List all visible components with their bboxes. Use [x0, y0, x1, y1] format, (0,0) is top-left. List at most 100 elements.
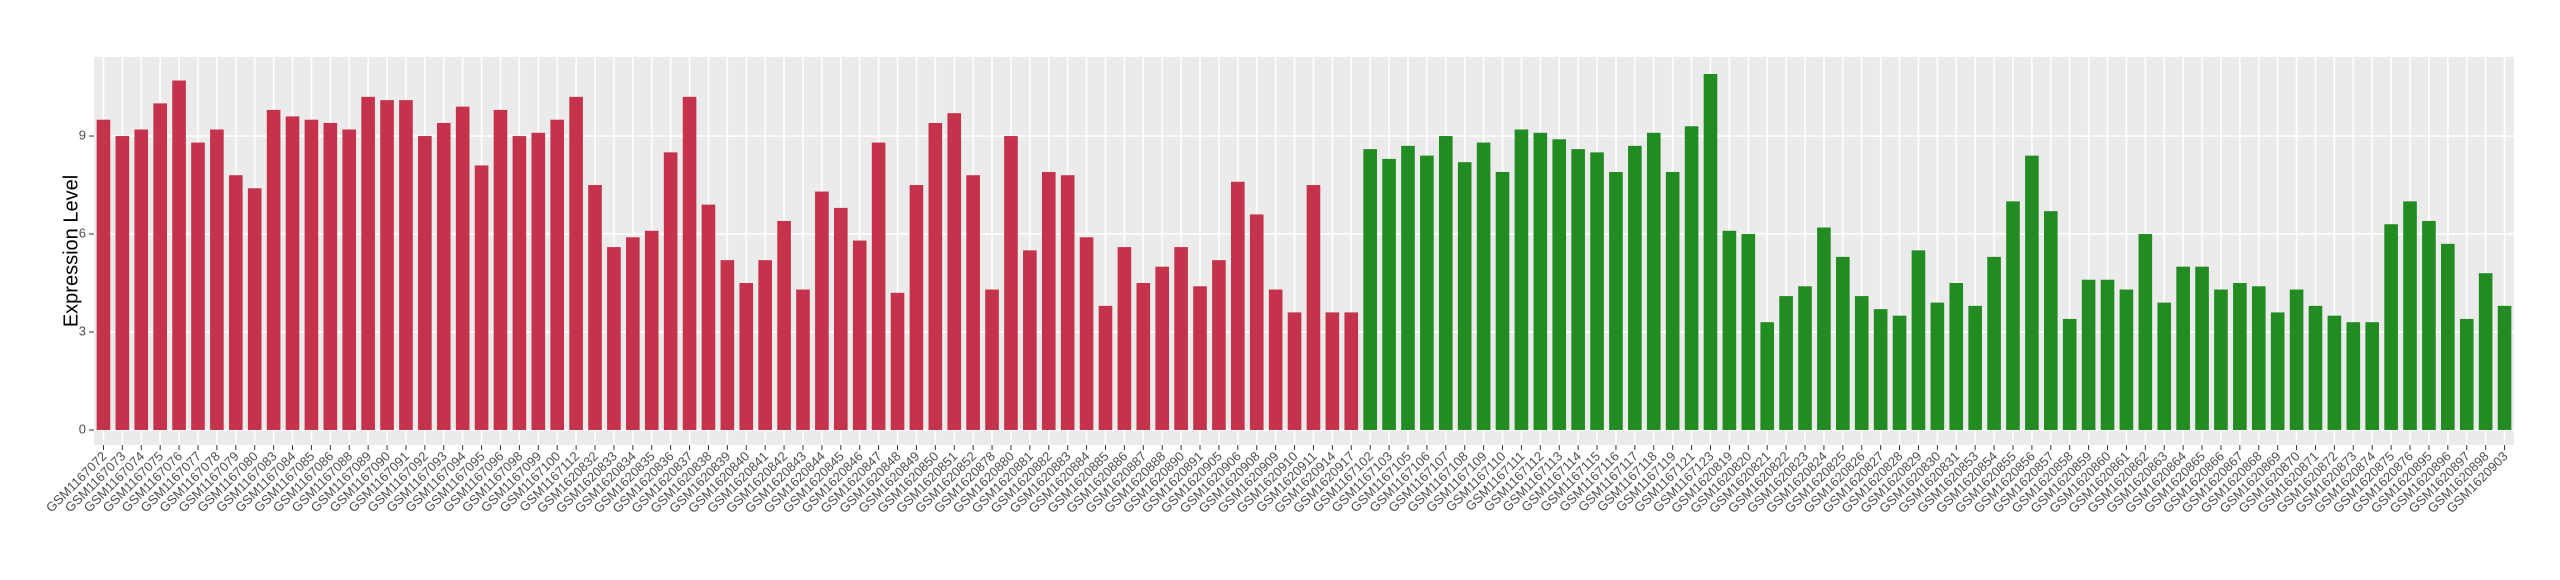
bar	[985, 289, 999, 430]
bar	[210, 129, 224, 430]
bar	[1760, 322, 1775, 430]
bar	[1911, 250, 1926, 430]
bar	[1779, 296, 1793, 430]
bar	[796, 289, 810, 430]
bar	[1174, 247, 1188, 430]
bar	[1741, 234, 1756, 430]
bar	[1552, 139, 1567, 430]
bar	[1155, 266, 1170, 430]
bar	[2119, 289, 2134, 430]
bar	[2025, 155, 2039, 430]
bar	[909, 185, 924, 430]
bar	[380, 100, 394, 430]
bar	[1968, 305, 1982, 430]
bar	[1873, 309, 1888, 430]
bar	[1382, 158, 1396, 430]
bar	[1495, 171, 1510, 430]
bar	[1476, 142, 1491, 430]
bar	[1363, 149, 1377, 430]
bar	[455, 106, 470, 430]
bar	[663, 152, 678, 430]
bar	[1023, 250, 1037, 430]
bar	[815, 191, 829, 430]
bar	[1457, 162, 1472, 430]
bar	[1854, 296, 1869, 430]
y-tick-label: 9	[79, 127, 86, 142]
bar	[1798, 286, 1812, 430]
bar	[833, 207, 848, 430]
bar	[701, 204, 716, 430]
bar	[304, 119, 319, 430]
bar	[1287, 312, 1302, 430]
bar	[436, 122, 451, 430]
bar	[2346, 322, 2361, 430]
bar	[1136, 283, 1151, 430]
bar	[474, 165, 489, 430]
bar	[1401, 145, 1415, 430]
bar	[2100, 279, 2115, 430]
bar	[2176, 266, 2190, 430]
bar	[2081, 279, 2096, 430]
bar	[550, 119, 565, 430]
bar	[323, 122, 338, 430]
bar	[1684, 126, 1699, 430]
bar	[2365, 322, 2380, 430]
bar	[1571, 149, 1585, 430]
bar	[1438, 136, 1453, 430]
bar	[1646, 132, 1661, 430]
bar	[1325, 312, 1340, 430]
bar	[1514, 129, 1529, 430]
bar	[928, 122, 943, 430]
bar	[890, 292, 905, 430]
bar	[96, 119, 111, 430]
bar	[1268, 289, 1283, 430]
bar	[115, 136, 130, 430]
bar	[2289, 289, 2304, 430]
bar	[758, 260, 772, 430]
bar	[2138, 234, 2153, 430]
bar	[1987, 256, 2001, 430]
bar	[2478, 273, 2493, 430]
bar	[1628, 145, 1642, 430]
bar	[2157, 302, 2172, 430]
bar	[1665, 171, 1680, 430]
bar	[361, 96, 375, 430]
bar	[2233, 283, 2247, 430]
bar	[1079, 237, 1094, 430]
bar	[1836, 256, 1850, 430]
bar	[285, 116, 300, 430]
bar	[493, 109, 508, 430]
bar	[1041, 171, 1056, 430]
bar	[2270, 312, 2285, 430]
bar	[512, 136, 527, 430]
bar	[1249, 214, 1264, 430]
y-tick-label: 6	[79, 225, 86, 240]
bar	[607, 247, 621, 430]
bar	[1098, 305, 1113, 430]
bar	[1892, 315, 1907, 430]
bar	[1306, 185, 1321, 430]
bar	[531, 132, 546, 430]
bar	[569, 96, 583, 430]
bar	[1193, 286, 1207, 430]
bar	[682, 96, 697, 430]
bar	[2308, 305, 2323, 430]
bar	[2459, 318, 2474, 430]
bar	[1930, 302, 1945, 430]
bar	[1231, 181, 1245, 430]
bar	[852, 240, 867, 430]
bar	[1609, 171, 1623, 430]
bar	[777, 220, 791, 430]
bar	[947, 113, 962, 430]
bar	[1817, 227, 1831, 430]
bar	[1060, 175, 1075, 430]
bar	[588, 185, 602, 430]
bar	[2497, 305, 2512, 430]
bar	[2195, 266, 2209, 430]
bar	[2327, 315, 2342, 430]
bar	[720, 260, 735, 430]
bar	[399, 100, 413, 430]
bar	[1212, 260, 1226, 430]
bar	[2441, 243, 2455, 430]
y-axis-title: Expression Level	[60, 175, 82, 327]
